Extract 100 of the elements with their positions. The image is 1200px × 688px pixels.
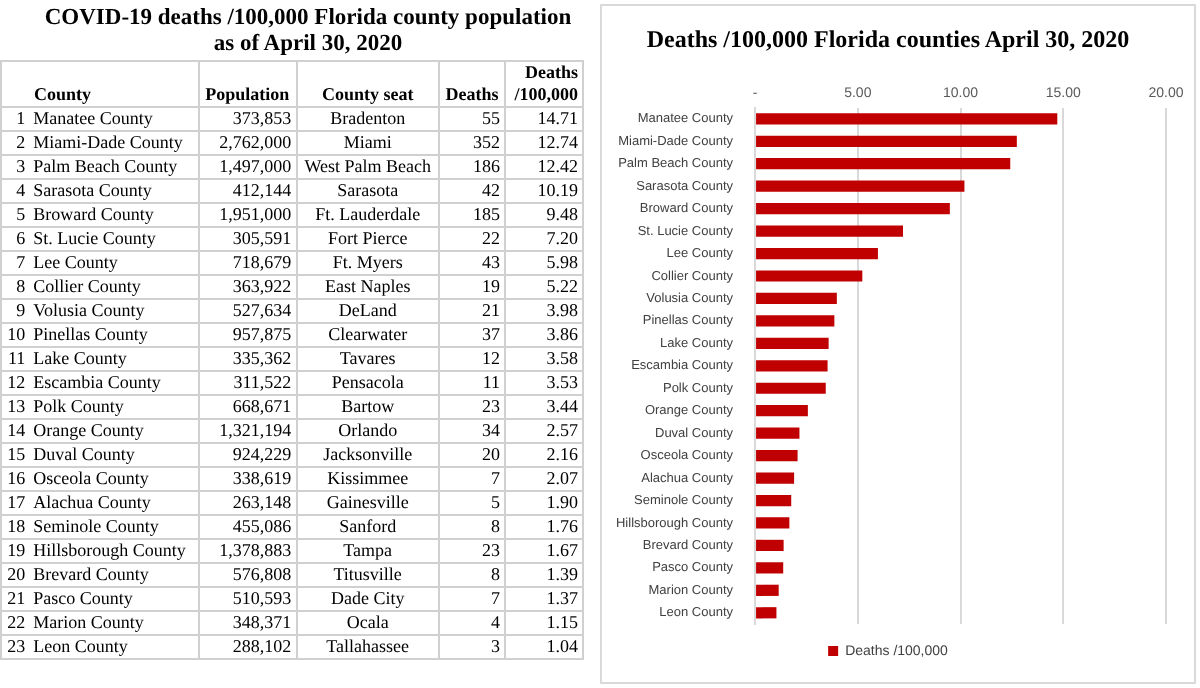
bar xyxy=(756,494,792,507)
text: 10 xyxy=(1,323,30,347)
text: 455,086 xyxy=(198,515,297,539)
text: 23 xyxy=(1,635,30,659)
bar xyxy=(756,562,784,574)
text: 22 xyxy=(1,611,30,635)
text: Pinellas County xyxy=(29,323,199,347)
text: 37 xyxy=(439,323,505,347)
text: West Palm Beach xyxy=(296,155,440,179)
text: 3.98 xyxy=(505,299,583,323)
text: 3.58 xyxy=(505,347,583,371)
text: 335,362 xyxy=(198,347,297,371)
text: 9.48 xyxy=(505,203,583,227)
text: 3.53 xyxy=(505,371,583,395)
text: St. Lucie County xyxy=(29,227,199,251)
text: 21 xyxy=(1,587,30,611)
text: Seminole County xyxy=(29,515,199,539)
bar xyxy=(756,158,1011,170)
text: 12 xyxy=(1,371,30,395)
text: 6 xyxy=(1,227,30,251)
text: 1.04 xyxy=(505,635,583,659)
text: 55 xyxy=(439,107,505,131)
text: Lake County xyxy=(29,347,199,371)
text: 7.20 xyxy=(505,227,583,251)
text: 527,634 xyxy=(198,299,297,323)
text: Brevard County xyxy=(29,563,199,587)
text: 373,853 xyxy=(198,107,297,131)
text: Pensacola xyxy=(296,371,440,395)
text: Bradenton xyxy=(296,107,440,131)
bar xyxy=(756,315,835,327)
text: 1 xyxy=(1,107,30,131)
text: 8 xyxy=(439,563,505,587)
text: Clearwater xyxy=(296,323,440,347)
text: 19 xyxy=(439,275,505,299)
text: 1.76 xyxy=(505,515,583,539)
text: 15 xyxy=(1,443,30,467)
bar xyxy=(756,135,1017,147)
text: 3.86 xyxy=(505,323,583,347)
text: East Naples xyxy=(296,275,440,299)
text: 1,378,883 xyxy=(198,539,297,563)
text: Fort Pierce xyxy=(296,227,440,251)
text: 576,808 xyxy=(198,563,297,587)
text: 14 xyxy=(1,419,30,443)
text: Dade City xyxy=(296,587,440,611)
text: Ft. Lauderdale xyxy=(296,203,440,227)
text: 8 xyxy=(1,275,30,299)
text: Tavares xyxy=(296,347,440,371)
text: 3.44 xyxy=(505,395,583,419)
text: 305,591 xyxy=(198,227,297,251)
bar xyxy=(756,292,837,305)
text: 311,522 xyxy=(198,371,297,395)
text: Sanford xyxy=(296,515,440,539)
text: 5.98 xyxy=(505,251,583,275)
text: 1,497,000 xyxy=(198,155,297,179)
text: 11 xyxy=(439,371,505,395)
text: 5 xyxy=(1,203,30,227)
text: Duval County xyxy=(29,443,199,467)
text: 12.74 xyxy=(505,131,583,155)
text: 338,619 xyxy=(198,467,297,491)
text: Ft. Myers xyxy=(296,251,440,275)
text: 1,321,194 xyxy=(198,419,297,443)
text: Orange County xyxy=(29,419,199,443)
text: 7 xyxy=(1,251,30,275)
text: 14.71 xyxy=(505,107,583,131)
text: Jacksonville xyxy=(296,443,440,467)
bar xyxy=(756,450,798,462)
text: 4 xyxy=(1,179,30,203)
text: Sarasota xyxy=(296,179,440,203)
text: 20 xyxy=(1,563,30,587)
text: 11 xyxy=(1,347,30,371)
text: 12.42 xyxy=(505,155,583,179)
text: 5 xyxy=(439,491,505,515)
text: 17 xyxy=(1,491,30,515)
text: Collier County xyxy=(29,275,199,299)
text: Bartow xyxy=(296,395,440,419)
bar xyxy=(756,405,808,417)
text: Kissimmee xyxy=(296,467,440,491)
text: 5.22 xyxy=(505,275,583,299)
text: Tampa xyxy=(296,539,440,563)
text: Alachua County xyxy=(29,491,199,515)
text: 23 xyxy=(439,395,505,419)
bar xyxy=(756,472,795,484)
chart-title: Deaths /100,000 Florida counties April 30, 2020 xyxy=(646,24,1130,53)
text: Titusville xyxy=(296,563,440,587)
bar xyxy=(756,113,1058,125)
text: 43 xyxy=(439,251,505,275)
text: 2,762,000 xyxy=(198,131,297,155)
text: 9 xyxy=(1,299,30,323)
text: 924,229 xyxy=(198,443,297,467)
text: Leon County xyxy=(29,635,199,659)
text: 7 xyxy=(439,587,505,611)
text: 4 xyxy=(439,611,505,635)
text: 2.07 xyxy=(505,467,583,491)
text: 352 xyxy=(439,131,505,155)
text: Ocala xyxy=(296,611,440,635)
text: Lee County xyxy=(29,251,199,275)
text: Broward County xyxy=(29,203,199,227)
text: 348,371 xyxy=(198,611,297,635)
text: 23 xyxy=(439,539,505,563)
text: 2 xyxy=(1,131,30,155)
